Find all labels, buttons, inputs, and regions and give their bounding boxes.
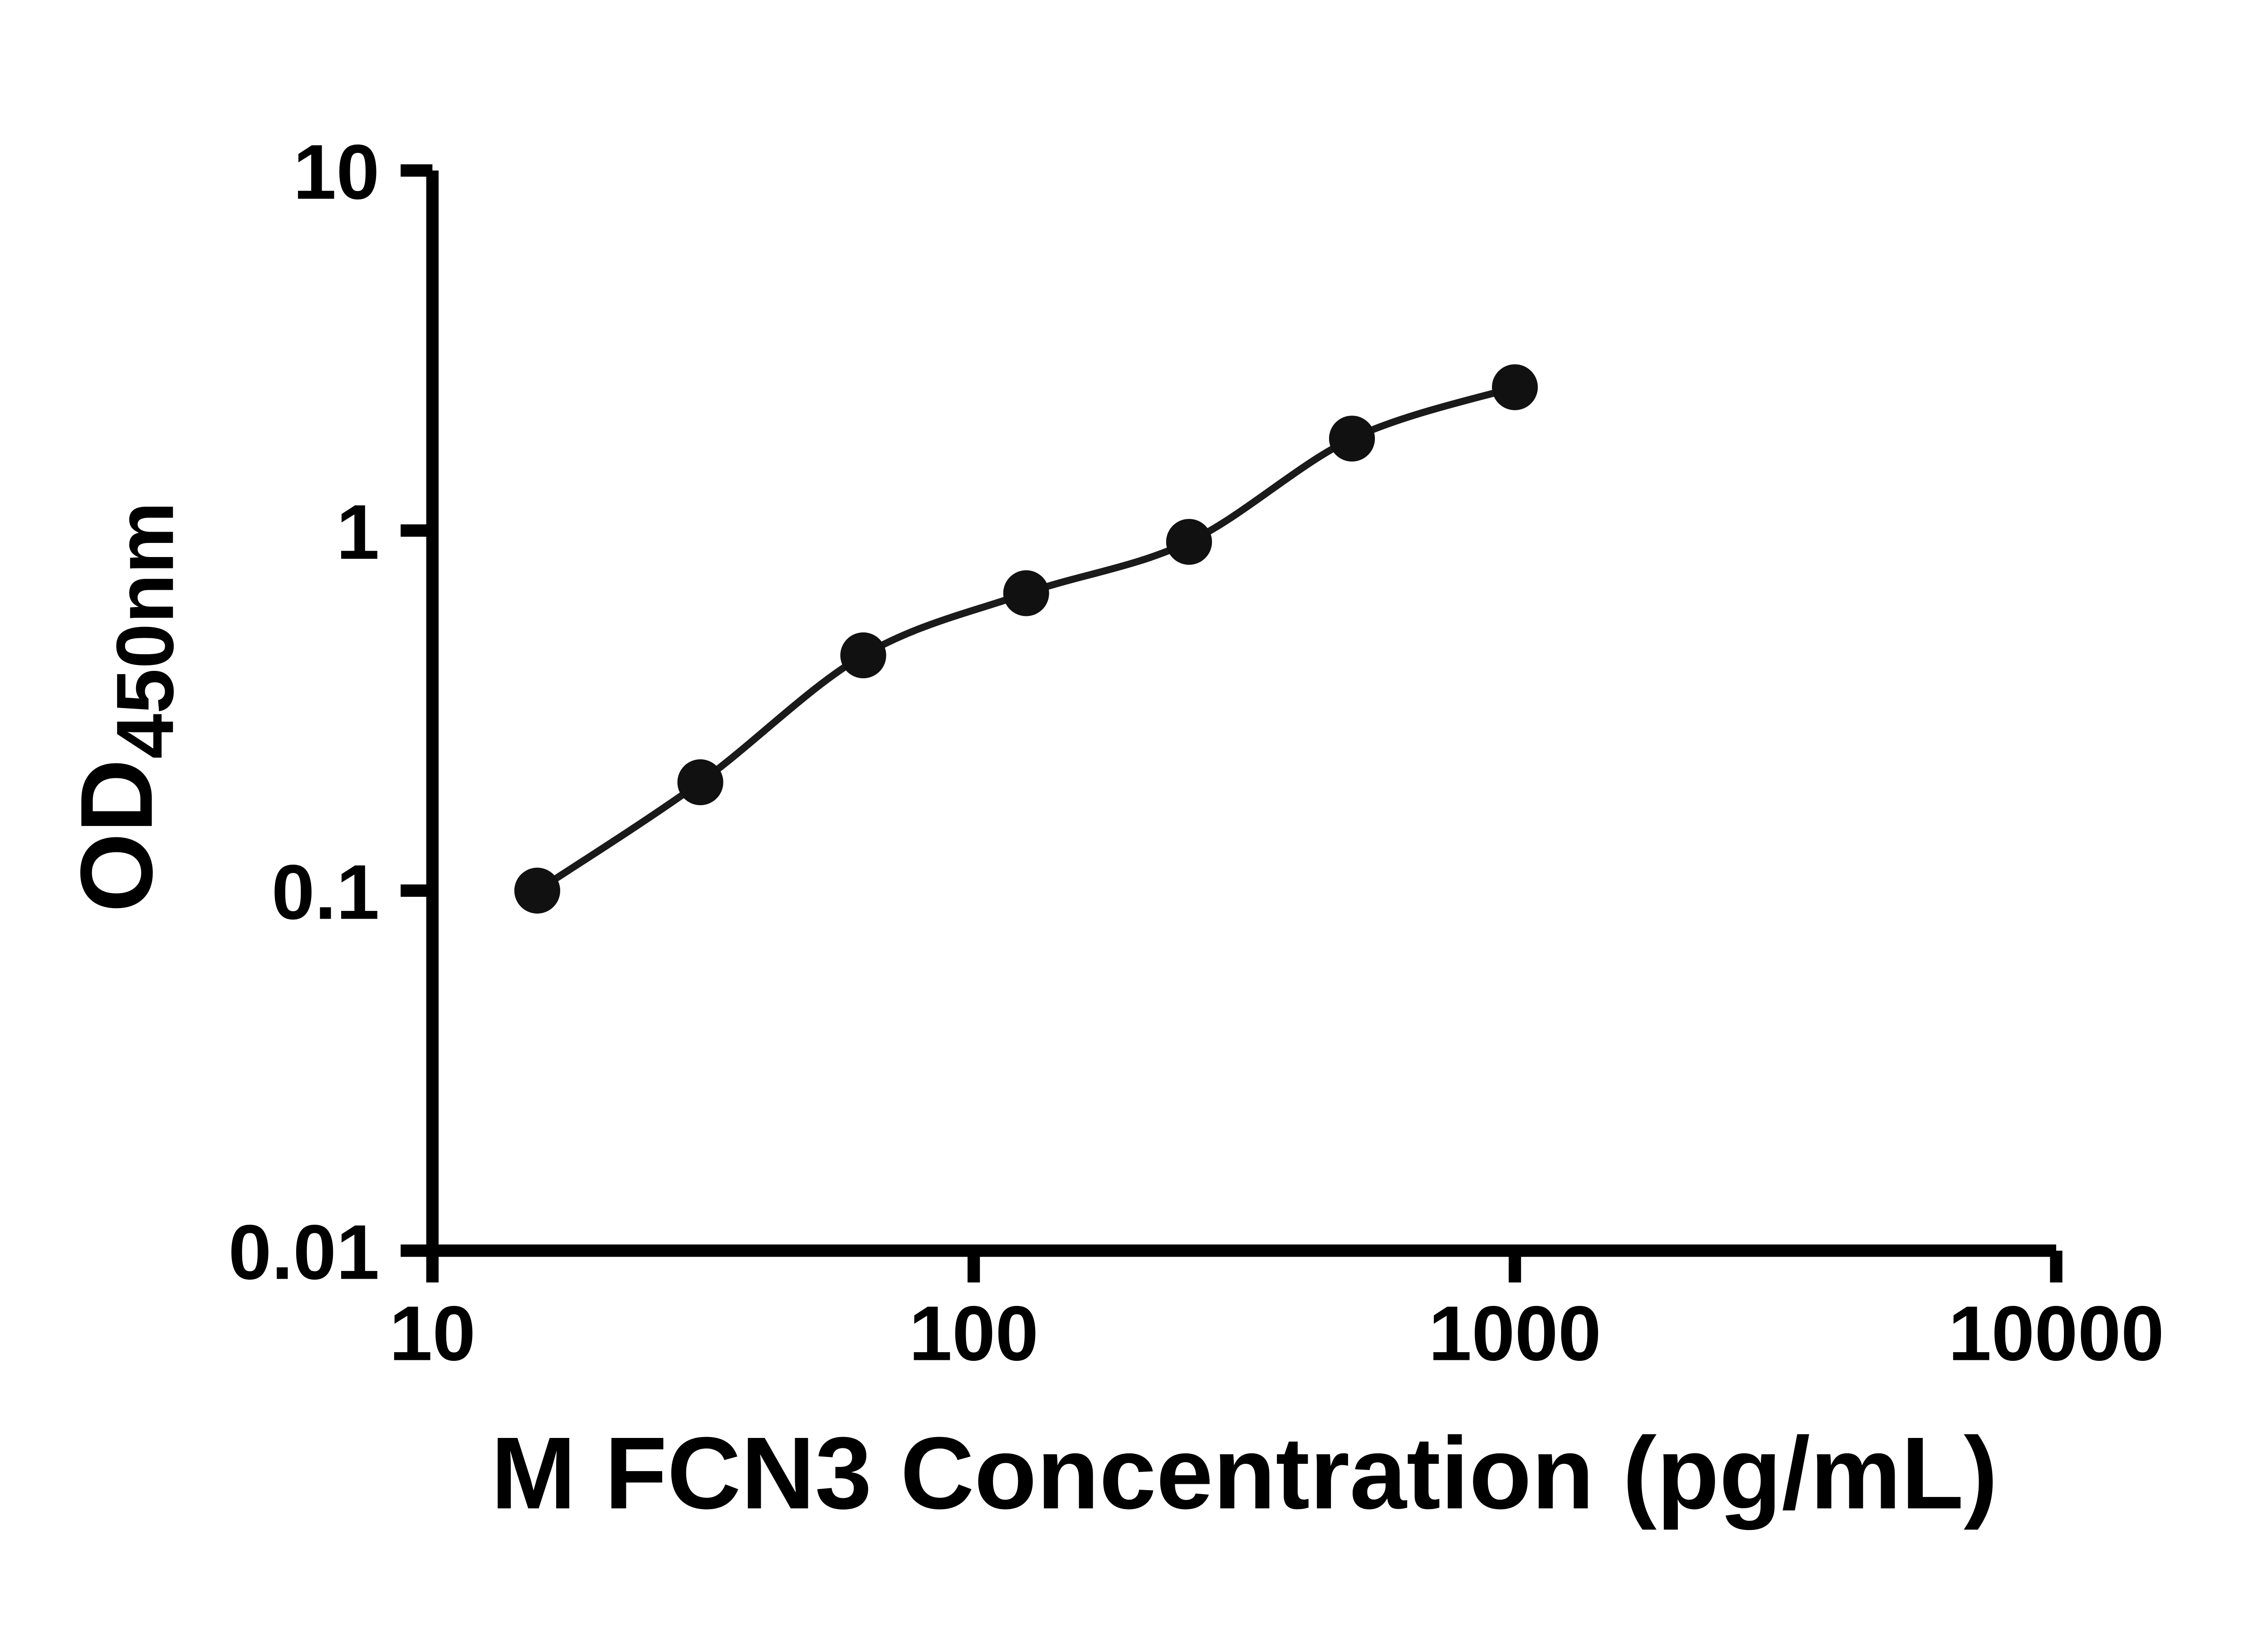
y-tick-label: 10 <box>293 129 379 215</box>
data-point <box>1003 570 1049 616</box>
axes-spines <box>426 170 2057 1257</box>
y-tick-label: 0.1 <box>272 849 380 936</box>
standard-curve-figure: 10 100 1000 10000 0.01 0.1 1 10 M FCN3 Concentr… <box>0 22 2268 1611</box>
data-point <box>840 632 886 679</box>
plot-area: 10 100 1000 10000 0.01 0.1 1 10 <box>228 129 2164 1377</box>
y-axis-title: OD450nm <box>59 502 191 913</box>
y-tick-label: 1 <box>336 489 379 576</box>
x-tick-label: 10 <box>389 1290 475 1377</box>
data-point <box>1166 518 1212 565</box>
data-point <box>514 867 561 914</box>
x-tick-label: 10000 <box>1948 1290 2164 1377</box>
y-axis-title-sub: 450nm <box>99 502 190 759</box>
x-tick-label: 100 <box>909 1290 1039 1377</box>
x-axis-title: M FCN3 Concentration (pg/mL) <box>491 1416 1998 1530</box>
data-point <box>1492 364 1538 411</box>
data-point <box>677 759 723 806</box>
fit-curve <box>533 383 1519 895</box>
data-point <box>1329 416 1375 462</box>
x-tick-label: 1000 <box>1428 1290 1601 1377</box>
y-axis-title-main: OD <box>59 759 174 913</box>
chart-canvas: 10 100 1000 10000 0.01 0.1 1 10 M FCN3 Concentr… <box>0 22 2268 1611</box>
y-tick-label: 0.01 <box>228 1209 379 1296</box>
